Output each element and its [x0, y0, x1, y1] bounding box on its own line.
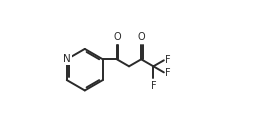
Text: F: F — [165, 55, 171, 65]
Text: O: O — [137, 32, 145, 42]
Text: N: N — [63, 54, 71, 64]
Text: O: O — [113, 32, 121, 42]
Text: F: F — [165, 68, 171, 78]
Text: F: F — [151, 81, 156, 91]
